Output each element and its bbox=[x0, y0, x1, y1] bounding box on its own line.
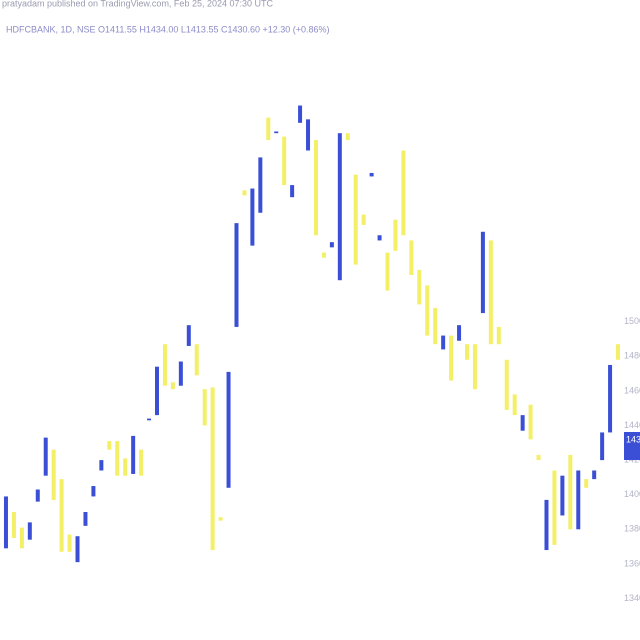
y-tick-label: 1500 bbox=[624, 316, 640, 326]
candle-body bbox=[139, 449, 144, 476]
candle-body bbox=[560, 475, 565, 516]
candle-body bbox=[194, 344, 199, 376]
candle-body bbox=[425, 285, 430, 336]
candle-body bbox=[465, 344, 469, 360]
candle-body bbox=[186, 325, 191, 346]
candle-body bbox=[409, 240, 414, 276]
candle-body bbox=[472, 344, 477, 390]
candle-body bbox=[67, 534, 72, 552]
candle-body bbox=[337, 133, 342, 281]
price-tag-bg bbox=[624, 432, 640, 460]
y-tick-label: 1440 bbox=[624, 420, 640, 430]
candle-body bbox=[290, 185, 295, 198]
candle-body bbox=[584, 479, 589, 488]
y-tick-label: 1400 bbox=[624, 489, 640, 499]
candle-body bbox=[449, 335, 454, 381]
candle-body bbox=[433, 307, 438, 345]
candle-body bbox=[520, 415, 525, 431]
candle-body bbox=[35, 489, 40, 502]
candle-body bbox=[321, 252, 326, 258]
price-tag: 1430.60 bbox=[626, 434, 640, 444]
candle-body bbox=[147, 418, 152, 421]
attribution: pratyadam published on TradingView.com, … bbox=[2, 0, 273, 8]
candle-body bbox=[552, 470, 557, 545]
y-tick-label: 1480 bbox=[624, 351, 640, 361]
candle-body bbox=[369, 172, 374, 177]
candle-body bbox=[75, 536, 80, 563]
candle-body bbox=[11, 512, 16, 538]
candle-body bbox=[234, 223, 239, 327]
candle-body bbox=[266, 117, 271, 141]
candle-body bbox=[504, 359, 509, 410]
candle-body bbox=[536, 454, 541, 461]
candle-body bbox=[353, 174, 358, 265]
candle-body bbox=[3, 496, 8, 549]
candle-body bbox=[496, 326, 501, 345]
candle-body bbox=[480, 231, 485, 314]
candle-body bbox=[258, 157, 263, 213]
candle-body bbox=[162, 344, 167, 386]
candle-body bbox=[123, 458, 128, 476]
candle-body bbox=[608, 364, 613, 433]
y-tick-label: 1460 bbox=[624, 385, 640, 395]
candle-body bbox=[242, 190, 247, 196]
y-tick-label: 1360 bbox=[624, 558, 640, 568]
candle-body bbox=[417, 269, 422, 305]
candle-body bbox=[385, 252, 390, 291]
candle-body bbox=[377, 235, 382, 241]
candle-body bbox=[202, 389, 207, 426]
candle-body bbox=[51, 449, 56, 500]
candle-body bbox=[131, 435, 136, 474]
candle-body bbox=[115, 441, 120, 476]
candle-body bbox=[616, 344, 621, 360]
candle-body bbox=[59, 479, 64, 552]
candle-body bbox=[99, 460, 104, 471]
candle-body bbox=[313, 140, 318, 236]
candle-body bbox=[83, 512, 88, 526]
candle-body bbox=[27, 522, 32, 540]
candle-body bbox=[306, 119, 311, 151]
candle-body bbox=[282, 136, 287, 186]
candle-body bbox=[544, 499, 549, 551]
candle-body bbox=[457, 325, 462, 341]
y-tick-label: 1380 bbox=[624, 524, 640, 534]
candle-body bbox=[178, 361, 183, 386]
candle-body bbox=[401, 150, 406, 236]
candle-body bbox=[170, 382, 175, 390]
candle-body bbox=[19, 527, 24, 549]
candle-body bbox=[576, 470, 581, 530]
candle-body bbox=[568, 454, 573, 530]
candle-body bbox=[107, 441, 112, 450]
candle-body bbox=[43, 437, 48, 476]
candle-body bbox=[488, 240, 493, 345]
candle-body bbox=[226, 371, 231, 488]
candle-body bbox=[329, 242, 334, 248]
candle-body bbox=[600, 432, 605, 461]
y-tick-label: 1340 bbox=[624, 593, 640, 603]
candle-body bbox=[298, 105, 303, 123]
candle-body bbox=[210, 387, 215, 551]
candle-body bbox=[441, 335, 446, 350]
candle-body bbox=[155, 366, 159, 416]
candle-body bbox=[393, 219, 398, 251]
candle-body bbox=[361, 214, 366, 225]
candle-body bbox=[274, 131, 279, 134]
candle-body bbox=[512, 394, 517, 416]
candle-body bbox=[345, 133, 350, 141]
candle-body bbox=[250, 188, 255, 246]
candle-body bbox=[592, 470, 597, 480]
candle-body bbox=[528, 404, 533, 440]
candle-body bbox=[91, 486, 96, 497]
chart-title: HDFCBANK, 1D, NSE O1411.55 H1434.00 L141… bbox=[6, 24, 330, 34]
candle-body bbox=[218, 517, 223, 521]
